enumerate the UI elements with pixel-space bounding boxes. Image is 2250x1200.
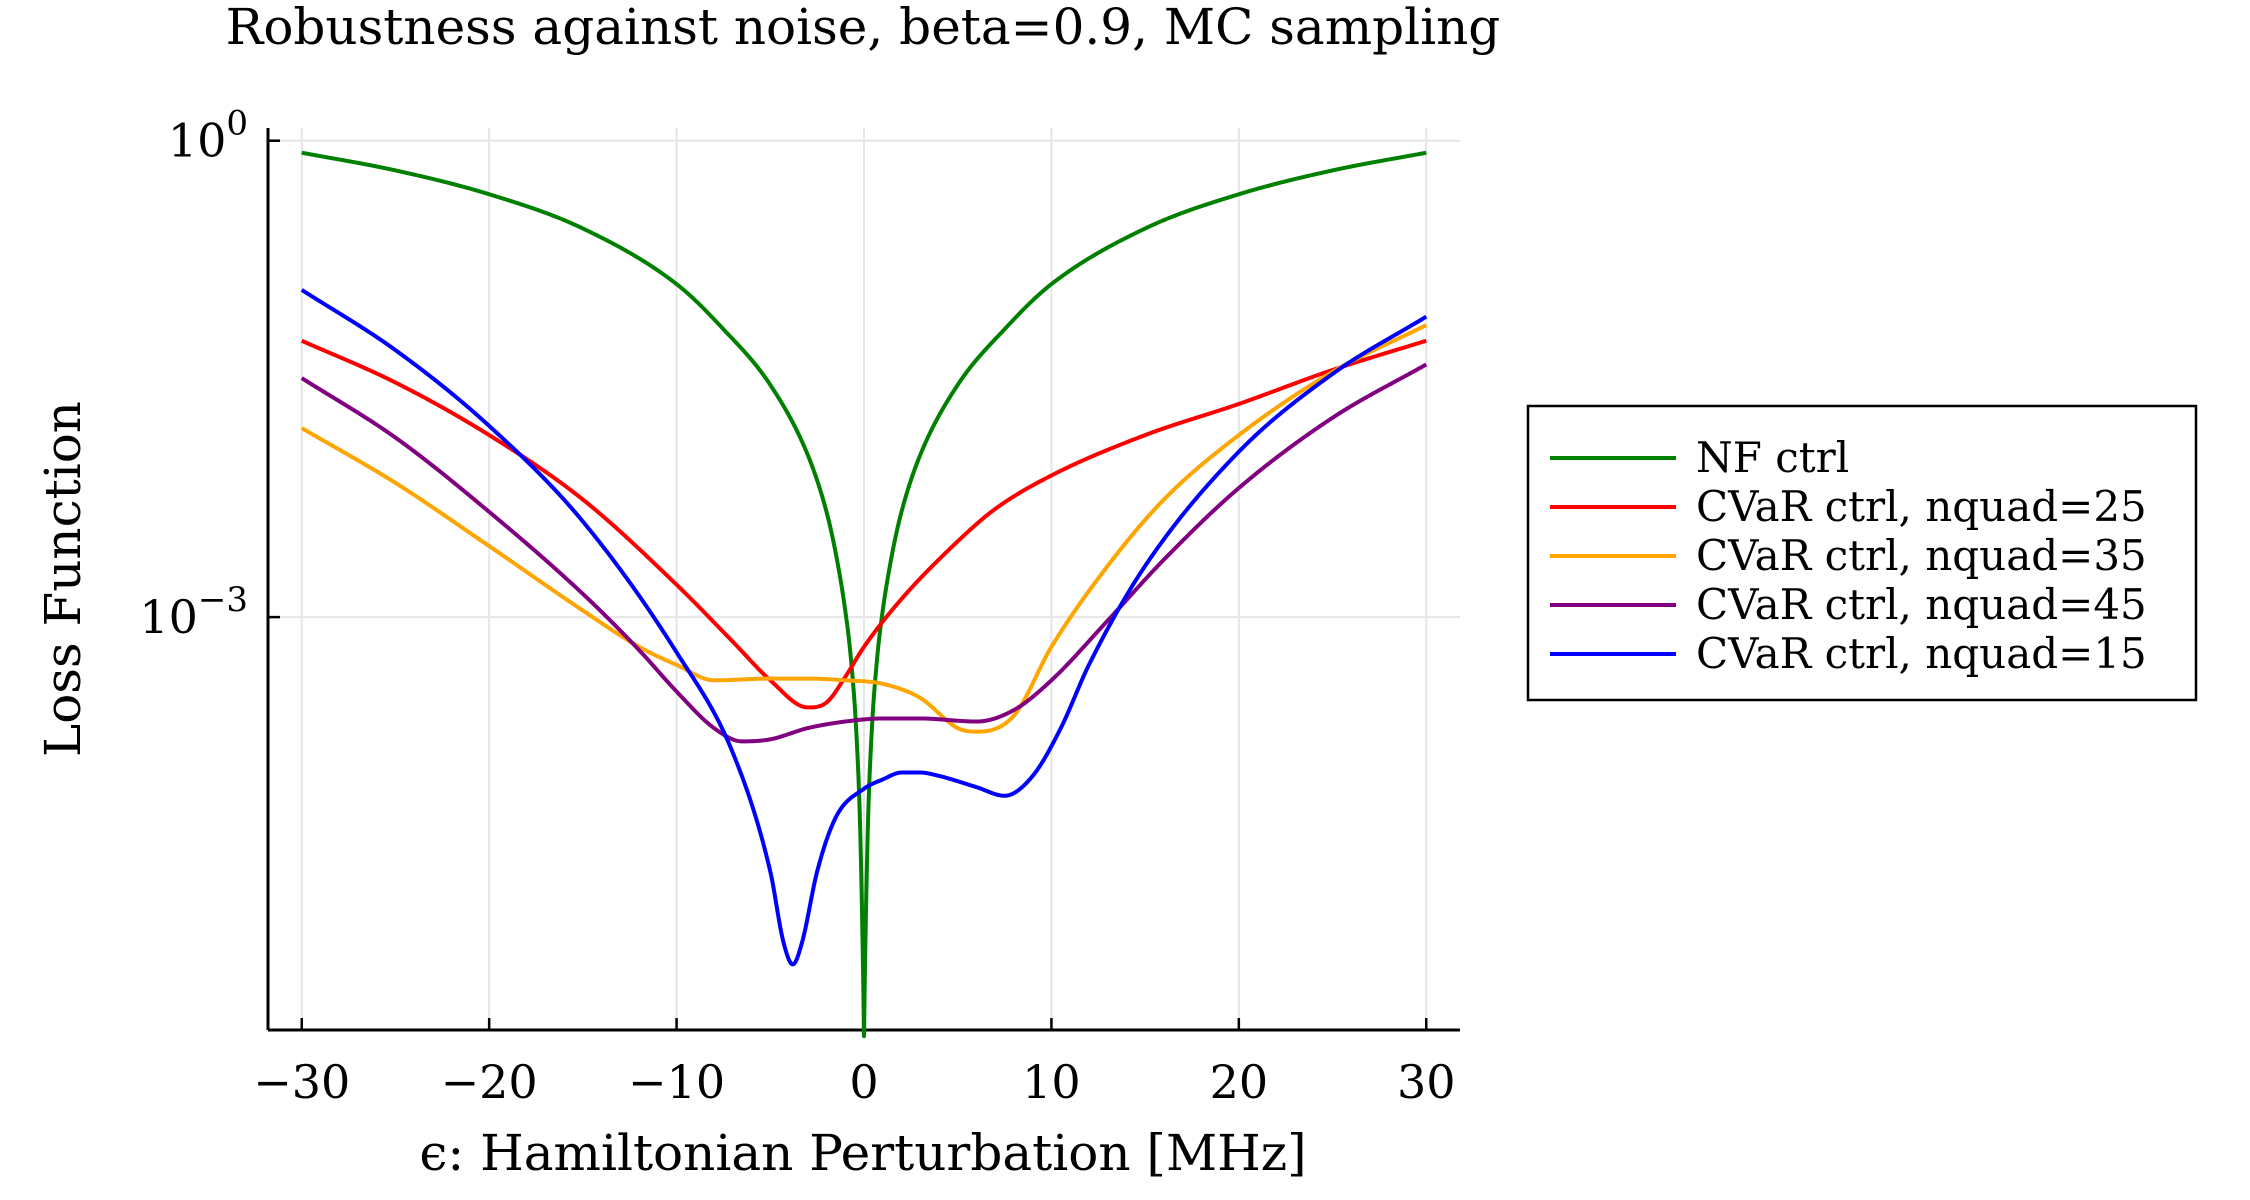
series-line-3 bbox=[300, 323, 1428, 734]
series-line-5 bbox=[300, 288, 1428, 967]
y-axis-title: Loss Function bbox=[34, 401, 92, 757]
series bbox=[300, 150, 1428, 1039]
x-tick-label: 10 bbox=[1022, 1055, 1081, 1109]
x-tick-label: −10 bbox=[628, 1055, 725, 1109]
y-tick-label: 10−3 bbox=[139, 580, 248, 644]
y-ticks: 100 10−3 bbox=[139, 104, 280, 644]
x-axis-title: ϵ: Hamiltonian Perturbation [MHz] bbox=[419, 1124, 1306, 1182]
x-tick-label: −30 bbox=[253, 1055, 350, 1109]
legend-label: NF ctrl bbox=[1696, 433, 1849, 482]
series-line-4 bbox=[300, 362, 1428, 744]
x-ticks: −30 −20 −10 0 10 20 30 bbox=[253, 1018, 1456, 1109]
grid bbox=[268, 128, 1460, 1030]
series-line-2 bbox=[300, 338, 1428, 710]
legend-label: CVaR ctrl, nquad=25 bbox=[1696, 482, 2147, 531]
x-tick-label: 0 bbox=[849, 1055, 878, 1109]
y-tick-label: 100 bbox=[168, 104, 248, 168]
legend-label: CVaR ctrl, nquad=35 bbox=[1696, 531, 2147, 580]
x-tick-label: −20 bbox=[441, 1055, 538, 1109]
series-line-1 bbox=[300, 150, 1428, 1039]
legend-box bbox=[1526, 404, 2198, 702]
x-tick-label: 30 bbox=[1397, 1055, 1456, 1109]
chart-title: Robustness against noise, beta=0.9, MC s… bbox=[226, 0, 1501, 56]
legend-label: CVaR ctrl, nquad=15 bbox=[1696, 629, 2147, 678]
legend-label: CVaR ctrl, nquad=45 bbox=[1696, 580, 2147, 629]
x-tick-label: 20 bbox=[1210, 1055, 1269, 1109]
